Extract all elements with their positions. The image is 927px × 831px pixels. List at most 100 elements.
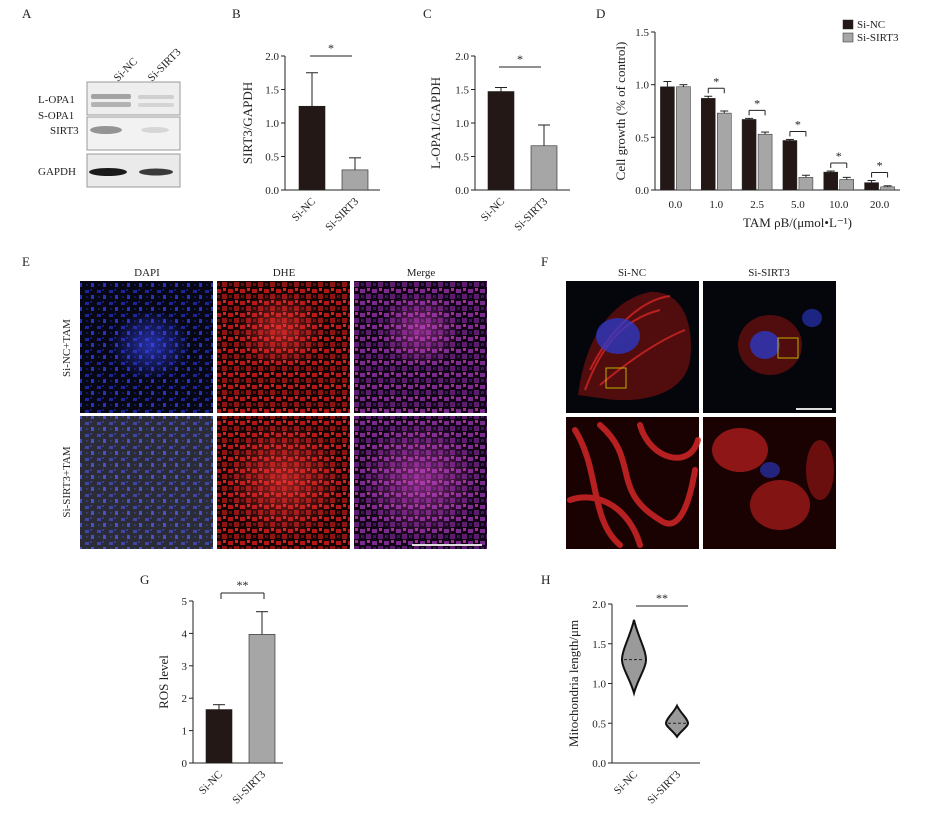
lane-label-si-nc: Si-NC	[112, 56, 140, 84]
zoom-mito-si-sirt3-2	[750, 480, 810, 530]
panel-letter-e: E	[22, 254, 30, 269]
chart-d-x-tick-label: 0.0	[669, 199, 683, 211]
chart-g-x-tick-label: Si-SIRT3	[230, 768, 268, 806]
band-sirt3-si-sirt3	[141, 127, 169, 133]
chart-d-x-tick-label: 1.0	[709, 199, 723, 211]
chart-d-significance-label: *	[836, 149, 842, 163]
chart-d-y-tick-label: 1.5	[635, 27, 649, 39]
chart-d-x-axis-label: TAM ρB/(μmol•L⁻¹)	[743, 215, 852, 230]
chart-c-y-tick-label: 2.0	[455, 51, 469, 63]
column-label-dhe: DHE	[273, 267, 296, 279]
panel-letter-d: D	[596, 6, 605, 21]
dhe-si-nc-signal	[235, 290, 325, 370]
panel-letter-b: B	[232, 6, 241, 21]
chart-h-y-axis-label: Mitochondria length/μm	[566, 620, 581, 747]
chart-d-significance-label: *	[795, 117, 801, 131]
chart-g-y-tick-label: 2	[182, 693, 188, 705]
panel-letter-f: F	[541, 254, 548, 269]
chart-d-bar-si-nc	[782, 140, 798, 191]
chart-d-y-tick-label: 0.5	[635, 132, 649, 144]
chart-b-significance-label: *	[328, 41, 334, 55]
chart-b-bar-si-nc	[298, 105, 326, 191]
band-label-sirt3: SIRT3	[50, 125, 79, 137]
chart-d-bar-si-nc	[741, 119, 757, 191]
dapi-si-nc-signal	[110, 310, 190, 380]
chart-c-x-tick-label: Si-NC	[479, 196, 507, 224]
merge-si-nc-signal	[380, 292, 460, 368]
chart-g-bar-si-sirt3	[248, 634, 276, 764]
column-label-merge: Merge	[407, 267, 436, 279]
panel-letter-c: C	[423, 6, 432, 21]
chart-b-y-tick-label: 0.5	[265, 152, 279, 164]
chart-d-bar-si-sirt3	[880, 186, 895, 191]
chart-g-bar-si-nc	[205, 709, 233, 764]
chart-h-y-tick-label: 2.0	[592, 599, 606, 611]
chart-h-violin-si-sirt3	[664, 703, 690, 739]
dhe-si-sirt3-signal	[223, 420, 343, 540]
chart-d-bar-si-sirt3	[676, 86, 691, 191]
chart-b-x-tick-label: Si-NC	[290, 196, 318, 224]
western-blot-panel: Si-NC Si-SIRT3 L-OPA1 S-OPA1 SIRT3 GAPDH	[38, 46, 184, 188]
panel-letter-h: H	[541, 572, 550, 587]
microscopy-panel-e: DAPI DHE Merge Si-NC+TAM Si-SIRT3+TAM	[61, 267, 487, 549]
chart-d-y-tick-label: 0.0	[635, 185, 649, 197]
scale-bar-e	[412, 544, 482, 546]
band-gapdh-si-nc	[89, 168, 127, 176]
nucleus-si-sirt3	[750, 331, 780, 359]
band-sirt3-si-nc	[90, 126, 122, 134]
nucleus-si-nc	[596, 318, 640, 354]
chart-g-y-tick-label: 0	[182, 758, 188, 770]
chart-d-x-tick-label: 5.0	[791, 199, 805, 211]
chart-h-y-tick-label: 0.5	[592, 718, 606, 730]
chart-ros-level: 0 1 2 3 4 5 Si-NC Si-SIRT3 ** ROS level	[156, 578, 283, 806]
chart-d-significance-label: *	[877, 159, 883, 173]
chart-c-bar-si-sirt3	[530, 145, 558, 191]
chart-c-y-tick-label: 1.5	[455, 85, 469, 97]
band-lopa1-si-sirt3	[138, 95, 174, 99]
panel-letter-g: G	[140, 572, 149, 587]
chart-h-x-tick-label: Si-SIRT3	[645, 768, 683, 806]
zoom-mito-si-nc	[567, 422, 701, 548]
chart-g-y-axis-label: ROS level	[156, 655, 171, 709]
nucleus-si-sirt3-2	[802, 309, 822, 327]
chart-h-violin-si-nc	[620, 619, 648, 697]
panel-letter-a: A	[22, 6, 32, 21]
chart-b-bar-si-sirt3	[341, 169, 369, 191]
chart-b-x-tick-label: Si-SIRT3	[323, 195, 361, 233]
row-label-si-nc-tam: Si-NC+TAM	[61, 319, 73, 377]
chart-d-x-tick-label: 10.0	[829, 199, 849, 211]
row-label-si-sirt3-tam: Si-SIRT3+TAM	[61, 446, 73, 517]
zoom-mito-si-sirt3-1	[712, 428, 768, 472]
band-lopa1-si-nc	[91, 94, 131, 99]
chart-g-y-tick-label: 4	[182, 628, 188, 640]
chart-g-x-tick-label: Si-NC	[197, 769, 225, 797]
band-sopa1-si-sirt3	[138, 103, 174, 107]
chart-b-y-axis-label: SIRT3/GAPDH	[240, 82, 255, 164]
chart-sirt3-gapdh: 0.0 0.5 1.0 1.5 2.0 Si-NC Si-SIRT3 * SIRT3/GAPDH	[240, 41, 380, 233]
chart-d-bar-si-nc	[701, 98, 716, 191]
chart-c-significance-label: *	[517, 52, 523, 66]
chart-h-y-tick-label: 1.0	[592, 679, 606, 691]
scale-bar-f	[796, 408, 832, 410]
merge-si-sirt3-signal	[360, 420, 480, 540]
chart-b-y-tick-label: 1.0	[265, 118, 279, 130]
column-label-f-si-sirt3: Si-SIRT3	[748, 267, 790, 279]
chart-mitochondria-length: 0.0 0.5 1.0 1.5 2.0 Si-NC Si-SIRT3 ** Mitochondr…	[566, 591, 700, 806]
chart-c-y-tick-label: 0.0	[455, 185, 469, 197]
chart-g-y-tick-label: 1	[182, 726, 188, 738]
column-label-dapi: DAPI	[134, 267, 160, 279]
lane-label-si-sirt3: Si-SIRT3	[146, 46, 184, 84]
chart-g-y-tick-label: 5	[182, 596, 188, 608]
chart-d-significance-label: *	[754, 96, 760, 110]
chart-l-opa1-gapdh: 0.0 0.5 1.0 1.5 2.0 Si-NC Si-SIRT3 * L-OPA1/GAPD…	[428, 51, 570, 233]
chart-c-x-tick-label: Si-SIRT3	[512, 195, 550, 233]
chart-d-bar-si-sirt3	[839, 179, 854, 191]
band-label-s-opa1: S-OPA1	[38, 110, 74, 122]
chart-b-y-tick-label: 0.0	[265, 185, 279, 197]
chart-c-y-tick-label: 1.0	[455, 118, 469, 130]
zoom-mito-si-sirt3-3	[806, 440, 834, 500]
zoom-box-si-nc	[605, 367, 627, 389]
band-label-l-opa1: L-OPA1	[38, 94, 75, 106]
band-sopa1-si-nc	[91, 102, 131, 107]
chart-d-bar-si-nc	[823, 171, 838, 191]
